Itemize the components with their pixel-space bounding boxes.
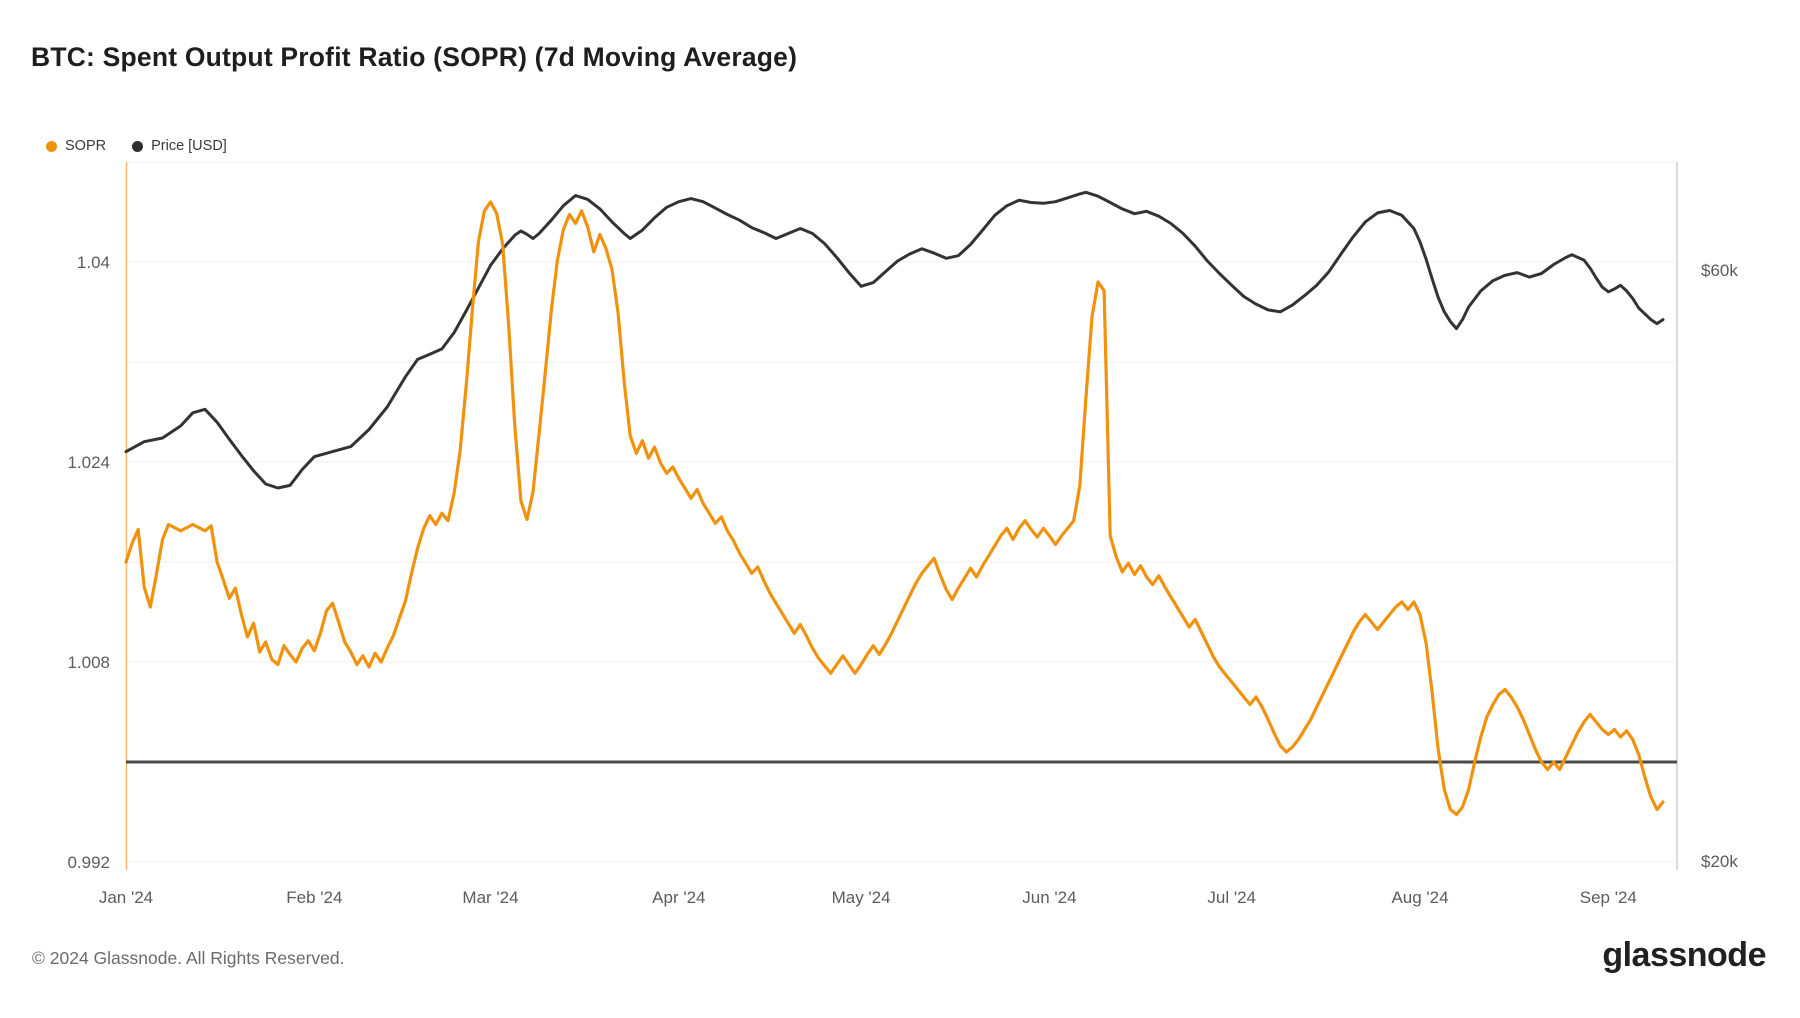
- x-axis-tick-label: Jun '24: [1022, 888, 1076, 907]
- legend-item-sopr[interactable]: SOPR: [46, 138, 106, 154]
- page-title: BTC: Spent Output Profit Ratio (SOPR) (7…: [31, 42, 798, 72]
- price-legend-dot-icon: [132, 140, 144, 152]
- series-line-price-usd-: [124, 190, 1665, 490]
- x-axis-tick-label: Aug '24: [1391, 888, 1448, 907]
- series-line-sopr: [124, 200, 1665, 817]
- right-axis-tick-label: $20k: [1701, 852, 1738, 871]
- x-axis-tick-label: Feb '24: [286, 888, 342, 907]
- chart-legend: SOPR Price [USD]: [46, 138, 227, 154]
- legend-label-sopr: SOPR: [65, 138, 107, 154]
- left-axis-tick-label: 1.024: [67, 453, 110, 472]
- x-axis-tick-label: Sep '24: [1580, 888, 1637, 907]
- legend-item-price[interactable]: Price [USD]: [132, 138, 227, 154]
- glassnode-logo[interactable]: glassnode: [1602, 936, 1766, 974]
- x-axis-tick-label: Apr '24: [652, 888, 705, 907]
- left-axis-tick-label: 1.04: [77, 253, 110, 272]
- sopr-legend-dot-icon: [46, 140, 57, 152]
- left-axis-tick-label: 1.008: [67, 653, 110, 672]
- right-axis-tick-label: $60k: [1701, 261, 1738, 280]
- x-axis-tick-label: Jan '24: [99, 888, 153, 907]
- copyright-text: © 2024 Glassnode. All Rights Reserved.: [32, 948, 345, 968]
- legend-label-price: Price [USD]: [151, 138, 227, 154]
- left-axis-tick-label: 0.992: [67, 853, 110, 872]
- x-axis-tick-label: May '24: [832, 888, 891, 907]
- x-axis-tick-label: Jul '24: [1207, 888, 1256, 907]
- x-axis-tick-label: Mar '24: [462, 888, 518, 907]
